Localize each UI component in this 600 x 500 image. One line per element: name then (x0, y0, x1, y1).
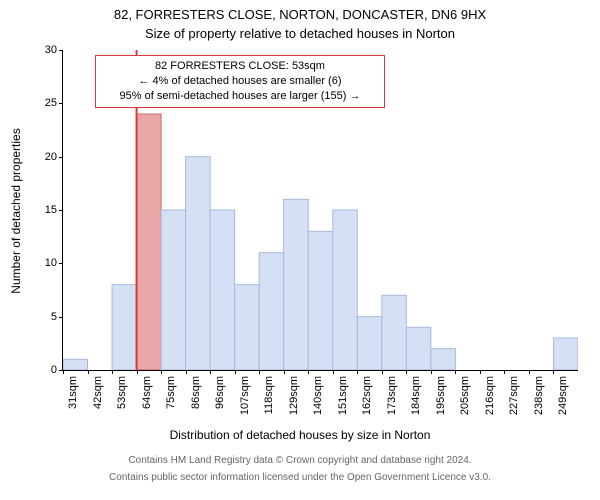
xtick-mark (382, 370, 383, 374)
xtick-mark (284, 370, 285, 374)
yaxis-label: Number of detached properties (9, 111, 23, 311)
bar-highlight (137, 114, 162, 370)
xtick-mark (210, 370, 211, 374)
xtick-label: 195sqm (435, 376, 447, 415)
xtick-mark (186, 370, 187, 374)
bar (431, 349, 456, 370)
title-line2: Size of property relative to detached ho… (0, 26, 600, 41)
xtick-label: 75sqm (165, 376, 177, 409)
xtick-mark (431, 370, 432, 374)
info-line3: 95% of semi-detached houses are larger (… (100, 89, 380, 104)
bar (63, 359, 88, 370)
bar (357, 317, 382, 370)
footer-line1: Contains HM Land Registry data © Crown c… (0, 455, 600, 466)
bar (161, 210, 186, 370)
ytick-mark (59, 370, 63, 371)
bar (333, 210, 358, 370)
bar (112, 285, 137, 370)
bar (382, 295, 407, 370)
xtick-mark (88, 370, 89, 374)
xtick-label: 42sqm (92, 376, 104, 409)
bar (186, 157, 211, 370)
xtick-label: 129sqm (288, 376, 300, 415)
xtick-mark (137, 370, 138, 374)
xtick-mark (235, 370, 236, 374)
xtick-label: 216sqm (484, 376, 496, 415)
ytick-mark (59, 157, 63, 158)
xtick-label: 118sqm (263, 376, 275, 414)
xtick-mark (529, 370, 530, 374)
info-box: 82 FORRESTERS CLOSE: 53sqm ← 4% of detac… (95, 55, 385, 108)
footer-line2: Contains public sector information licen… (0, 472, 600, 483)
ytick-mark (59, 50, 63, 51)
xtick-mark (357, 370, 358, 374)
xtick-label: 31sqm (67, 376, 79, 409)
xtick-mark (455, 370, 456, 374)
xtick-label: 151sqm (337, 376, 349, 415)
xaxis-label: Distribution of detached houses by size … (0, 428, 600, 442)
title-line1: 82, FORRESTERS CLOSE, NORTON, DONCASTER,… (0, 7, 600, 22)
xtick-mark (333, 370, 334, 374)
bar (259, 253, 284, 370)
xtick-label: 64sqm (141, 376, 153, 409)
ytick-mark (59, 103, 63, 104)
xtick-label: 53sqm (116, 376, 128, 409)
bar (553, 338, 578, 370)
xtick-label: 227sqm (508, 376, 520, 415)
xtick-label: 249sqm (557, 376, 569, 415)
chart-container: 82, FORRESTERS CLOSE, NORTON, DONCASTER,… (0, 0, 600, 500)
bar (210, 210, 235, 370)
info-line2: ← 4% of detached houses are smaller (6) (100, 74, 380, 89)
xtick-mark (259, 370, 260, 374)
xtick-mark (480, 370, 481, 374)
xtick-label: 173sqm (386, 376, 398, 415)
xtick-mark (161, 370, 162, 374)
ytick-mark (59, 317, 63, 318)
xtick-mark (112, 370, 113, 374)
xtick-label: 107sqm (239, 376, 251, 415)
xtick-label: 96sqm (214, 376, 226, 409)
bar (235, 285, 260, 370)
xtick-label: 205sqm (459, 376, 471, 415)
xtick-label: 238sqm (533, 376, 545, 415)
xtick-label: 184sqm (410, 376, 422, 415)
xtick-label: 86sqm (190, 376, 202, 409)
bar (308, 231, 333, 370)
bar (406, 327, 431, 370)
xtick-mark (504, 370, 505, 374)
xtick-mark (308, 370, 309, 374)
xtick-label: 140sqm (312, 376, 324, 415)
ytick-mark (59, 210, 63, 211)
xtick-label: 162sqm (361, 376, 373, 415)
xtick-mark (63, 370, 64, 374)
ytick-mark (59, 263, 63, 264)
xtick-mark (406, 370, 407, 374)
bar (284, 199, 309, 370)
info-line1: 82 FORRESTERS CLOSE: 53sqm (100, 59, 380, 74)
xtick-mark (553, 370, 554, 374)
